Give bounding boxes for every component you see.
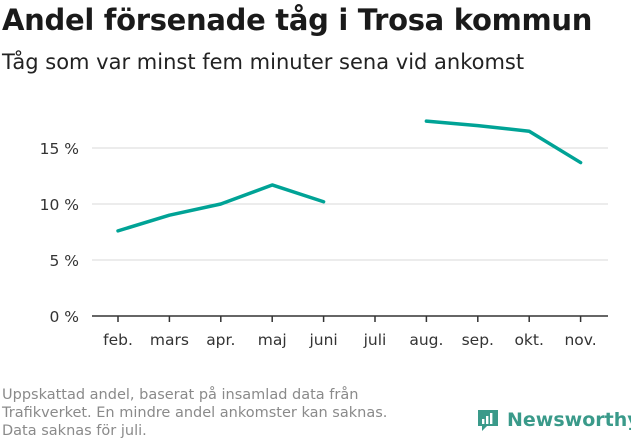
x-tick-label: nov. bbox=[564, 331, 596, 349]
line-chart: 0 % 5 % 10 % 15 % feb. mars apr. maj juni juli au… bbox=[40, 119, 608, 349]
chart-title: Andel försenade tåg i Trosa kommun bbox=[2, 3, 593, 37]
series-line bbox=[116, 183, 326, 233]
gridlines bbox=[92, 147, 608, 261]
footer-line: Trafikverket. En mindre andel ankomster … bbox=[2, 405, 388, 421]
newsworthy-logo-icon bbox=[478, 410, 498, 431]
y-tick-label: 10 % bbox=[40, 196, 79, 214]
footer-line: Data saknas för juli. bbox=[2, 423, 147, 439]
x-tick-label: juni bbox=[308, 331, 337, 349]
series-line bbox=[424, 119, 583, 165]
brand-name: Newsworthy bbox=[507, 409, 631, 431]
y-tick-label: 0 % bbox=[49, 308, 79, 326]
x-axis: feb. mars apr. maj juni juli aug. sep. okt. nov. bbox=[92, 315, 608, 349]
x-tick-label: feb. bbox=[103, 331, 133, 349]
x-tick-label: mars bbox=[150, 331, 189, 349]
x-tick-label: okt. bbox=[514, 331, 543, 349]
y-axis-ticks: 0 % 5 % 10 % 15 % bbox=[40, 140, 79, 326]
x-tick-label: apr. bbox=[206, 331, 235, 349]
series-lines bbox=[116, 119, 583, 233]
footer-note: Uppskattad andel, baserat på insamlad da… bbox=[2, 386, 442, 440]
y-tick-label: 5 % bbox=[49, 252, 79, 270]
y-tick-label: 15 % bbox=[40, 140, 79, 158]
x-tick-label: maj bbox=[258, 331, 287, 349]
footer-line: Uppskattad andel, baserat på insamlad da… bbox=[2, 387, 359, 403]
x-tick-label: juli bbox=[363, 331, 387, 349]
x-tick-label: sep. bbox=[462, 331, 494, 349]
x-tick-label: aug. bbox=[409, 331, 443, 349]
chart-subtitle: Tåg som var minst fem minuter sena vid a… bbox=[2, 50, 525, 74]
brand-logo: Newsworthy bbox=[475, 407, 631, 433]
